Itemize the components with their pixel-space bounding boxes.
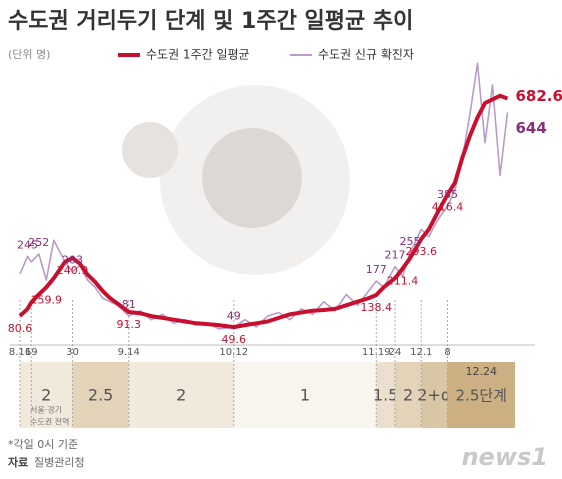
x-tick-label: 12.1 <box>410 347 432 358</box>
legend-label: 수도권 신규 확진자 <box>318 48 414 62</box>
data-label: 49 <box>227 309 241 322</box>
stage-band <box>395 362 422 428</box>
data-label: 245 <box>17 239 38 252</box>
data-label: 91.3 <box>117 318 142 331</box>
data-label: 217 <box>385 249 406 262</box>
virus-image <box>122 122 178 178</box>
data-label: 81 <box>122 298 136 311</box>
data-label: 80.6 <box>8 322 33 335</box>
stage-band <box>128 362 234 428</box>
stage-band <box>72 362 129 428</box>
data-label: 255 <box>400 235 421 248</box>
virus-image <box>202 128 302 228</box>
data-label: 252 <box>28 236 49 249</box>
stage-label: 1.5 <box>373 386 398 405</box>
x-tick-label: 10.12 <box>219 347 248 358</box>
stage-label: 2.5 <box>88 386 113 405</box>
data-label: 177 <box>366 263 387 276</box>
stage-label: 2.5단계 <box>456 387 507 405</box>
logo: news1 <box>461 443 548 471</box>
stage-note: 수도권 전역 <box>30 417 69 427</box>
stage-band <box>376 362 395 428</box>
stage-band <box>421 362 448 428</box>
average-line <box>18 93 509 330</box>
stage-label: 2 <box>403 386 413 405</box>
x-tick-label: 19 <box>25 347 38 358</box>
x-tick-label: 24 <box>389 347 402 358</box>
stage-band <box>233 362 377 428</box>
stage-band <box>20 362 73 428</box>
stage-label: 2+α <box>417 386 451 405</box>
data-label: 203 <box>62 254 83 267</box>
stage-note: 서울·경기 <box>30 405 62 415</box>
chart-title: 수도권 거리두기 단계 및 1주간 일평균 추이 <box>8 9 413 34</box>
x-tick-label: 11.19 <box>362 347 391 358</box>
data-label: 159.9 <box>31 293 63 306</box>
source: 질병관리청 <box>34 456 85 469</box>
stage-label: 2 <box>41 386 51 405</box>
stage-band <box>447 362 515 428</box>
data-label: 211.4 <box>387 275 419 288</box>
data-label: 644 <box>516 119 547 137</box>
x-tick-label: 9.14 <box>118 347 140 358</box>
legend-label: 수도권 1주간 일평균 <box>146 48 250 62</box>
stage-label: 1 <box>300 386 310 405</box>
source-label: 자료 <box>8 455 28 469</box>
x-tick-label: 8 <box>444 347 450 358</box>
data-label: 49.6 <box>222 333 247 346</box>
data-label: 416.4 <box>432 201 464 214</box>
data-label: 293.6 <box>406 245 438 258</box>
data-label: 240.9 <box>57 264 89 277</box>
unit: (단위 명) <box>8 48 50 61</box>
x-tick-label: 30 <box>66 347 79 358</box>
data-label: 385 <box>437 188 458 201</box>
x-tick-label: 8.16 <box>9 347 31 358</box>
data-label: 138.4 <box>361 301 393 314</box>
footnote: *각일 0시 기준 <box>8 437 78 451</box>
stage-label: 2 <box>176 386 186 405</box>
data-label: 682.6 <box>516 87 562 105</box>
stage-date: 12.24 <box>466 365 498 378</box>
